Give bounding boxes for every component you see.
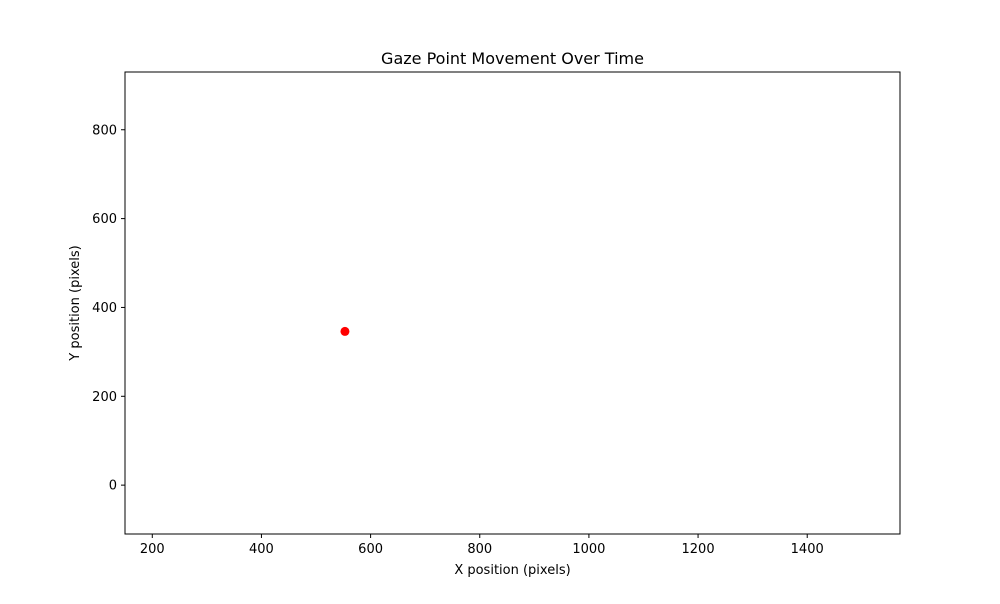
- x-tick-label: 600: [358, 542, 383, 557]
- x-tick-label: 1400: [791, 542, 824, 557]
- x-tick-label: 800: [467, 542, 492, 557]
- x-tick-label: 1200: [682, 542, 715, 557]
- gaze-point-marker: [340, 326, 350, 336]
- plot-area-frame: [124, 71, 901, 535]
- x-tick-label: 400: [249, 542, 274, 557]
- x-tick-label: 1000: [572, 542, 605, 557]
- y-tick-label: 400: [92, 301, 117, 316]
- data-points: [340, 326, 350, 336]
- y-axis-ticks: 0 200 400 600 800: [92, 123, 125, 494]
- y-tick-label: 800: [92, 123, 117, 138]
- y-axis-label: Y position (pixels): [68, 245, 83, 361]
- x-tick-label: 200: [140, 542, 165, 557]
- x-axis-label: X position (pixels): [454, 563, 570, 578]
- y-tick-label: 0: [109, 479, 117, 494]
- x-axis-ticks: 200 400 600 800 1000 1200 1400: [140, 534, 824, 557]
- y-tick-label: 200: [92, 390, 117, 405]
- y-tick-label: 600: [92, 212, 117, 227]
- chart-title: Gaze Point Movement Over Time: [381, 49, 644, 68]
